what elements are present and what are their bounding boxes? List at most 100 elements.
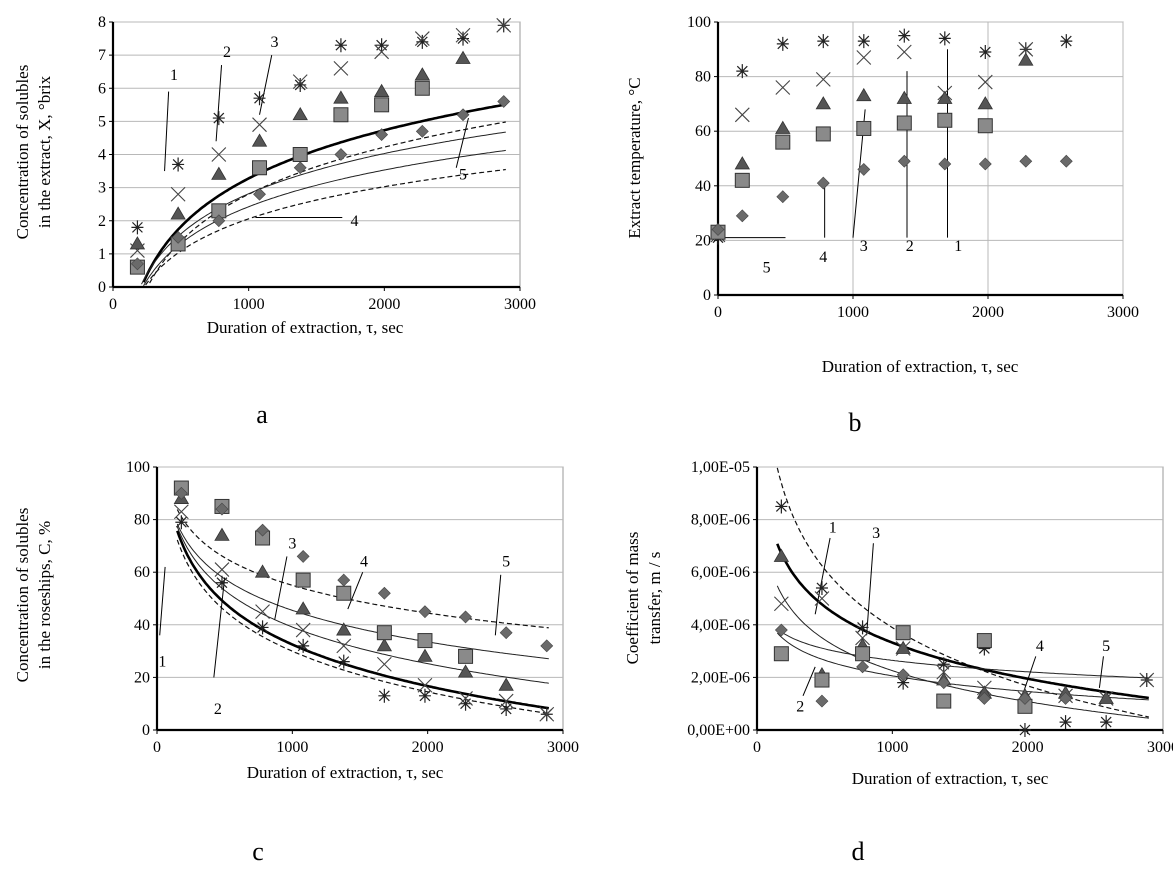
y-tick-label: 5 xyxy=(98,113,106,130)
y-axis-label-line1: Coefficient of mass xyxy=(623,532,642,665)
fit-curve-4 xyxy=(776,632,1149,701)
star-point xyxy=(979,45,992,60)
square-point xyxy=(976,633,992,649)
diamond-point xyxy=(977,692,991,705)
diamond-point xyxy=(1019,154,1033,168)
star-point xyxy=(334,38,347,53)
x-tick-label: 3000 xyxy=(1147,739,1173,756)
annotation-leader xyxy=(802,666,816,697)
y-tick-label: 7 xyxy=(98,47,106,64)
x-point xyxy=(773,596,789,612)
series-number-label: 2 xyxy=(214,701,222,718)
chart-panel-d: 0,00E+00 2,00E-06 4,00E-06 6,00E-06 8,00E-06… xyxy=(623,459,1173,866)
panel-label: d xyxy=(852,837,865,866)
star-point xyxy=(500,701,513,716)
x-tick-label: 3000 xyxy=(547,739,579,756)
series-4 xyxy=(710,112,993,240)
annotation-leader xyxy=(259,55,273,115)
diamond-point xyxy=(540,639,554,653)
series-number-label: 3 xyxy=(288,535,296,552)
y-axis-label: Extract temperature, °C xyxy=(625,77,644,238)
triangle-point xyxy=(295,601,311,615)
x-point xyxy=(539,706,555,722)
series-number-label: 4 xyxy=(819,249,827,266)
series-number-label: 3 xyxy=(872,525,880,542)
x-point xyxy=(173,504,189,520)
square-point xyxy=(458,648,474,664)
star-point xyxy=(937,657,950,672)
triangle-point xyxy=(373,83,390,97)
y-tick-label: 2,00E-06 xyxy=(691,669,750,686)
star-point xyxy=(253,91,266,106)
series-1 xyxy=(175,515,553,722)
triangle-point xyxy=(457,664,474,678)
star-point xyxy=(938,31,951,46)
triangle-point xyxy=(455,50,471,64)
diamond-point xyxy=(816,176,830,190)
triangle-point xyxy=(734,156,750,170)
x-tick-label: 2000 xyxy=(1012,739,1044,756)
series-number-label: 1 xyxy=(158,654,166,671)
x-tick-label: 0 xyxy=(153,739,161,756)
series-number-label: 2 xyxy=(796,698,804,715)
star-point xyxy=(459,696,472,711)
y-tick-label: 6 xyxy=(98,80,106,97)
fit-curves xyxy=(176,509,550,715)
x-point xyxy=(255,604,270,620)
triangle-point xyxy=(336,622,352,636)
fit-curve-4 xyxy=(143,149,506,287)
series-number-label: 4 xyxy=(1036,638,1044,655)
series-2 xyxy=(173,504,555,722)
panel-label: c xyxy=(252,837,264,866)
star-point xyxy=(172,157,185,172)
diamond-point xyxy=(256,523,269,537)
fit-curve-3 xyxy=(776,585,1149,719)
x-point xyxy=(855,630,870,646)
diamond-point xyxy=(897,154,911,168)
star-point xyxy=(775,499,788,514)
star-point xyxy=(817,34,830,49)
square-point xyxy=(295,572,311,588)
x-tick-label: 1000 xyxy=(876,739,908,756)
fit-curve-5 xyxy=(145,168,506,286)
series-5 xyxy=(130,95,511,271)
diamond-point xyxy=(1018,692,1032,705)
x-point xyxy=(333,60,349,76)
series-number-label: 5 xyxy=(1102,638,1110,655)
series-number-label: 5 xyxy=(459,166,467,183)
star-point xyxy=(297,638,310,653)
square-point xyxy=(252,160,268,176)
x-tick-label: 2000 xyxy=(412,739,444,756)
diamond-point xyxy=(815,694,829,708)
star-point xyxy=(978,641,991,656)
x-point xyxy=(496,17,512,33)
x-point xyxy=(815,71,831,87)
y-tick-label: 3 xyxy=(98,180,106,197)
square-point xyxy=(895,625,911,641)
diamond-point xyxy=(293,161,307,175)
x-point xyxy=(214,562,230,577)
x-tick-label: 3000 xyxy=(1107,304,1139,321)
fit-curve-5 xyxy=(176,509,549,629)
series-number-label: 2 xyxy=(906,238,914,255)
square-point xyxy=(936,693,952,709)
annotation-leader xyxy=(814,537,831,615)
triangle-point xyxy=(895,640,911,654)
fit-curve-1 xyxy=(176,539,549,715)
y-tick-label: 6,00E-06 xyxy=(691,564,750,581)
y-tick-label: 2 xyxy=(98,213,106,230)
fit-curve-3 xyxy=(176,526,549,684)
annotation-leader xyxy=(159,566,166,636)
chart-panel-a: 0 1 2 3 4 5 6 7 8 0 1000 2000 3000 Duration of extrac… xyxy=(13,14,536,429)
x-tick-label: 0 xyxy=(714,304,722,321)
star-point xyxy=(857,34,870,49)
diamond-point xyxy=(856,660,869,674)
y-tick-label: 80 xyxy=(695,69,711,86)
x-point xyxy=(211,147,227,162)
series-5 xyxy=(774,623,1072,708)
triangle-point xyxy=(498,677,514,691)
y-tick-label: 20 xyxy=(695,232,711,249)
x-tick-label: 1000 xyxy=(233,296,265,313)
fit-curves xyxy=(141,103,507,287)
star-point xyxy=(416,34,429,49)
